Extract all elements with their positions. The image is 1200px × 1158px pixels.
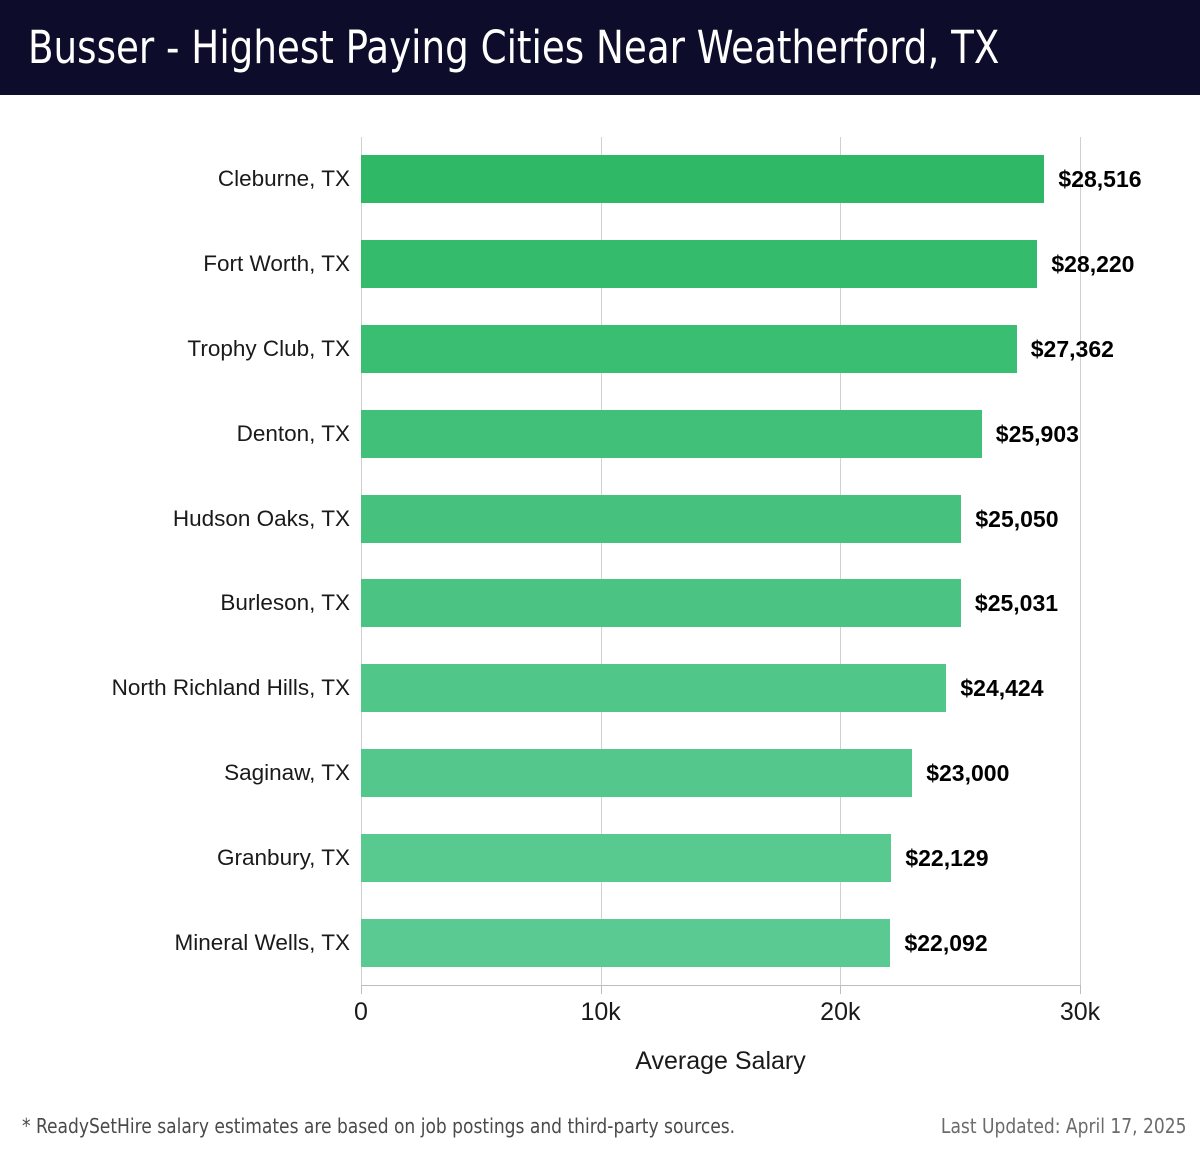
gridline: [1080, 137, 1081, 985]
category-label: Hudson Oaks, TX: [172, 505, 350, 531]
bar[interactable]: [361, 240, 1038, 289]
gridline: [600, 137, 602, 985]
category-label: Cleburne, TX: [217, 166, 350, 192]
chart-header-bar: Busser - Highest Paying Cities Near Weat…: [0, 0, 1200, 95]
x-axis-tick-mark: [840, 985, 842, 994]
category-label: Burleson, TX: [220, 590, 350, 616]
bar[interactable]: [361, 325, 1017, 373]
category-label: North Richland Hills, TX: [111, 675, 350, 701]
bar[interactable]: [361, 409, 982, 458]
bar[interactable]: [361, 833, 892, 882]
bar-value-label: $23,000: [926, 760, 1010, 786]
bar[interactable]: [361, 494, 962, 543]
bar-value-label: $25,903: [995, 420, 1079, 447]
bar[interactable]: [361, 664, 947, 713]
category-label: Trophy Club, TX: [187, 336, 350, 361]
bar-value-label: $28,516: [1058, 166, 1142, 193]
bar-value-label: $25,050: [975, 505, 1059, 532]
category-label: Saginaw, TX: [224, 760, 350, 785]
bar-value-label: $22,092: [904, 929, 988, 956]
bar[interactable]: [361, 749, 913, 797]
x-axis-tick-label: 20k: [820, 998, 861, 1026]
x-axis-title: Average Salary: [635, 1047, 806, 1075]
category-label: Mineral Wells, TX: [174, 929, 350, 955]
category-label: Granbury, TX: [217, 844, 350, 870]
bar[interactable]: [361, 579, 961, 628]
page-title: Busser - Highest Paying Cities Near Weat…: [28, 21, 1000, 74]
x-axis-tick-label: 0: [354, 998, 368, 1026]
footer-disclaimer: * ReadySetHire salary estimates are base…: [22, 1114, 736, 1138]
chart-footer: * ReadySetHire salary estimates are base…: [0, 1100, 1200, 1158]
gridline: [840, 137, 842, 985]
x-axis-tick-mark: [361, 985, 362, 994]
gridline: [361, 137, 362, 985]
x-axis-tick-mark: [600, 985, 602, 994]
footer-last-updated: Last Updated: April 17, 2025: [940, 1114, 1186, 1138]
bar[interactable]: [361, 155, 1045, 204]
bar-value-label: $27,362: [1030, 336, 1114, 362]
bar[interactable]: [361, 918, 891, 967]
bar-value-label: $24,424: [960, 675, 1044, 702]
bar-value-label: $28,220: [1051, 251, 1135, 278]
x-axis-line: [361, 985, 1080, 986]
bar-value-label: $25,031: [974, 590, 1059, 617]
category-label: Denton, TX: [236, 420, 350, 446]
x-axis-tick-mark: [1080, 985, 1081, 994]
bar-chart: Cleburne, TX Fort Worth, TX Trophy Club, T…: [0, 95, 1200, 1090]
bar-value-label: $22,129: [905, 844, 989, 871]
x-axis-tick-label: 30k: [1059, 998, 1101, 1026]
x-axis-tick-label: 10k: [580, 998, 621, 1026]
category-label: Fort Worth, TX: [203, 251, 350, 277]
